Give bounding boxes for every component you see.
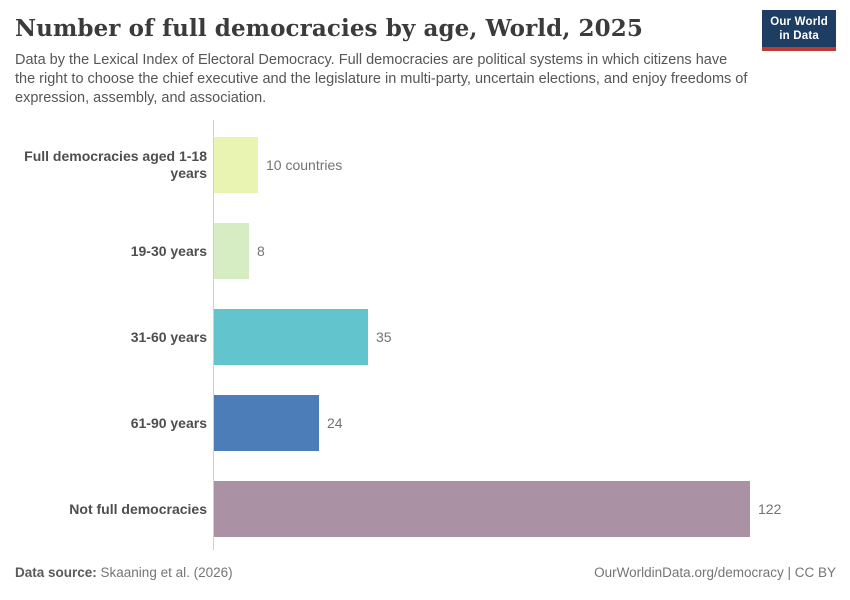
chart-subtitle: Data by the Lexical Index of Electoral D… (15, 52, 748, 106)
bar[interactable] (214, 395, 319, 451)
data-source-label: Data source: (15, 565, 97, 580)
chart-footer: Data source: Skaaning et al. (2026) OurW… (15, 565, 836, 580)
category-label: 19-30 years (130, 242, 207, 259)
bar-track: 122 (214, 481, 835, 537)
bar-rows: Full democracies aged 1-18 years 10 count… (15, 122, 835, 552)
bar-value-label: 24 (327, 415, 343, 431)
bar-track: 24 (214, 395, 835, 451)
bar-track: 10 countries (214, 137, 835, 193)
bar-track: 8 (214, 223, 835, 279)
bar-row: 61-90 years 24 (15, 380, 835, 466)
bar-value-label: 10 countries (266, 157, 343, 173)
category-label: 61-90 years (130, 414, 207, 431)
bar[interactable] (214, 137, 258, 193)
bar-chart: Full democracies aged 1-18 years 10 count… (15, 120, 835, 552)
data-source: Data source: Skaaning et al. (2026) (15, 565, 233, 580)
chart-header: Number of full democracies by age, World… (15, 14, 750, 108)
bar-row: 31-60 years 35 (15, 294, 835, 380)
owid-logo[interactable]: Our World in Data (762, 10, 836, 51)
bar-row: 19-30 years 8 (15, 208, 835, 294)
bar-row: Full democracies aged 1-18 years 10 count… (15, 122, 835, 208)
bar-value-label: 8 (257, 243, 265, 259)
data-source-value: Skaaning et al. (2026) (96, 565, 233, 580)
bar[interactable] (214, 309, 368, 365)
owid-logo-line1: Our World (770, 16, 828, 28)
license-link[interactable]: OurWorldinData.org/democracy | CC BY (594, 565, 836, 580)
chart-title: Number of full democracies by age, World… (15, 15, 643, 42)
bar-value-label: 122 (758, 501, 782, 517)
bar[interactable] (214, 223, 249, 279)
bar[interactable] (214, 481, 750, 537)
bar-row: Not full democracies 122 (15, 466, 835, 552)
category-label: Full democracies aged 1-18 years (24, 148, 207, 181)
owid-logo-line2: in Data (779, 30, 819, 42)
bar-value-label: 35 (376, 329, 392, 345)
y-axis-line (213, 120, 214, 550)
bar-track: 35 (214, 309, 835, 365)
category-label: 31-60 years (130, 328, 207, 345)
category-label: Not full democracies (69, 500, 207, 517)
